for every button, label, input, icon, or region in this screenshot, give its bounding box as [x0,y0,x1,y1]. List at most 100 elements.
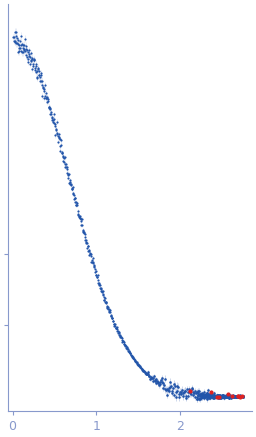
Point [216,392,220,399]
Point [160,375,164,382]
Point [201,393,205,400]
Point [165,386,169,393]
Point [196,392,200,399]
Point [24,52,28,59]
Point [23,45,27,52]
Point [53,123,57,130]
Point [16,37,20,44]
Point [48,111,52,118]
Point [44,89,48,96]
Point [183,388,187,395]
Point [58,147,62,154]
Point [127,348,131,355]
Point [199,393,203,400]
Point [200,394,204,401]
Point [125,345,129,352]
Point [186,389,190,396]
Point [51,117,55,124]
Point [37,68,41,75]
Point [143,369,147,376]
Point [116,329,120,336]
Point [144,370,148,377]
Point [225,393,229,400]
Point [18,38,22,45]
Point [98,282,102,289]
Point [17,45,22,52]
Point [66,171,70,178]
Point [189,385,194,392]
Point [32,57,36,64]
Point [221,392,226,399]
Point [72,196,76,203]
Point [140,365,144,372]
Point [131,354,135,361]
Point [17,48,21,55]
Point [90,257,94,264]
Point [140,366,144,373]
Point [202,388,206,395]
Point [159,376,163,383]
Point [92,264,97,271]
Point [109,312,113,319]
Point [75,200,79,207]
Point [147,373,151,380]
Point [239,393,243,400]
Point [38,78,42,85]
Point [154,379,158,386]
Point [210,392,214,399]
Point [46,98,50,105]
Point [43,92,47,99]
Point [157,382,161,389]
Point [196,391,200,398]
Point [104,299,108,306]
Point [28,54,32,61]
Point [147,373,152,380]
Point [13,38,17,45]
Point [165,391,169,398]
Point [20,41,24,48]
Point [27,46,31,53]
Point [65,169,69,176]
Point [16,40,20,47]
Point [75,201,79,208]
Point [125,344,129,351]
Point [191,388,196,395]
Point [229,394,233,401]
Point [203,393,207,400]
Point [223,392,228,399]
Point [50,114,54,121]
Point [19,32,23,39]
Point [23,48,27,55]
Point [113,320,117,327]
Point [206,387,210,394]
Point [146,370,150,377]
Point [138,364,142,371]
Point [141,367,145,374]
Point [85,239,89,246]
Point [240,393,244,400]
Point [232,393,236,400]
Point [19,47,23,54]
Point [217,393,221,400]
Point [215,392,219,399]
Point [55,118,59,125]
Point [198,394,202,401]
Point [236,392,240,399]
Point [45,93,49,100]
Point [108,309,112,316]
Point [208,393,212,400]
Point [120,339,124,346]
Point [76,210,80,217]
Point [221,392,225,399]
Point [84,239,88,246]
Point [111,318,115,325]
Point [115,326,120,333]
Point [121,338,125,345]
Point [130,353,134,360]
Point [58,135,62,142]
Point [67,171,71,178]
Point [189,390,193,397]
Point [204,393,208,400]
Point [208,392,212,399]
Point [126,347,130,354]
